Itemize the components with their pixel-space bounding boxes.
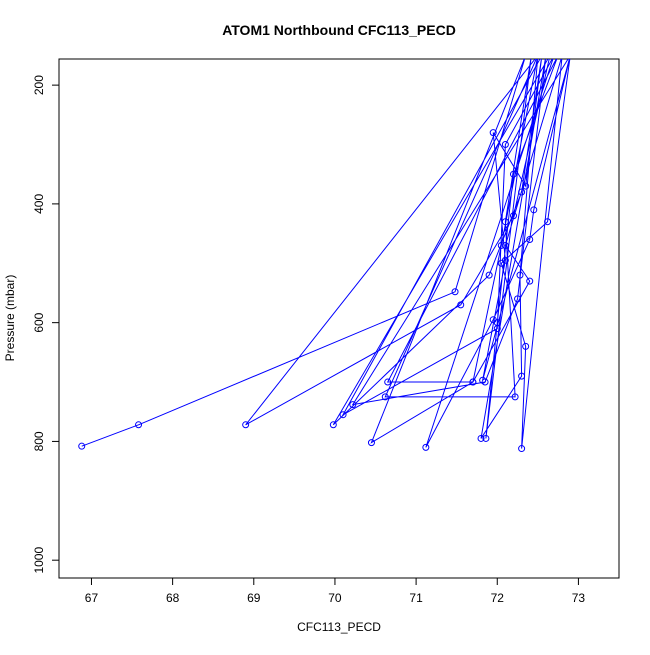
data-point [469,378,477,386]
data-point [489,129,497,137]
data-point [518,188,526,196]
data-point [518,445,526,453]
x-axis-label: CFC113_PECD [297,620,381,634]
plot-frame [58,58,620,579]
data-point [547,52,553,58]
data-point [509,212,517,220]
data-point [451,288,459,296]
x-tick-label: 71 [409,591,423,605]
data-point [555,52,561,58]
x-tick-label: 72 [491,591,505,605]
data-point [535,52,541,58]
data-point [349,401,357,409]
y-tick-label: 600 [32,312,46,332]
data-point [526,277,534,285]
data-point [567,52,573,58]
data-point [501,256,509,264]
y-axis-label: Pressure (mbar) [3,275,17,362]
y-tick-label: 200 [32,75,46,95]
y-tick-label: 1000 [32,547,46,574]
data-point [530,206,538,214]
data-point [422,443,430,451]
data-point [539,52,545,58]
data-point [526,236,534,244]
series-line [81,59,571,449]
data-point [567,52,573,58]
y-tick-label: 400 [32,194,46,214]
data-point [384,378,392,386]
data-point [329,421,337,429]
data-point [522,342,530,350]
data-point [78,442,86,450]
x-tick-label: 70 [328,591,342,605]
data-point [551,52,557,58]
x-tick-label: 67 [85,591,99,605]
data-point [477,434,485,442]
data-point [544,218,552,226]
data-point [497,241,505,249]
data-point [511,393,519,401]
data-point [485,271,493,279]
x-tick-label: 69 [247,591,261,605]
chart-title: ATOM1 Northbound CFC113_PECD [222,22,456,38]
data-point [482,434,490,442]
data-point [501,241,509,249]
data-point [543,52,549,58]
data-point [381,393,389,401]
data-point [135,421,143,429]
data-point [539,52,545,58]
plot-area [78,52,573,453]
data-point [559,52,565,58]
data-point [509,170,517,178]
data-point [242,421,250,429]
data-point [367,439,375,447]
data-point [479,376,487,384]
x-tick-label: 73 [572,591,586,605]
data-point [514,295,522,303]
data-point [535,52,541,58]
data-point [522,182,530,190]
data-point [457,301,465,309]
data-point [523,52,529,58]
data-point [518,372,526,380]
data-point [516,271,524,279]
data-point [339,411,347,419]
data-point [493,319,501,327]
y-tick-label: 800 [32,431,46,451]
x-tick-label: 68 [166,591,180,605]
data-point [501,141,509,149]
data-point [528,52,534,58]
data-point [501,218,509,226]
